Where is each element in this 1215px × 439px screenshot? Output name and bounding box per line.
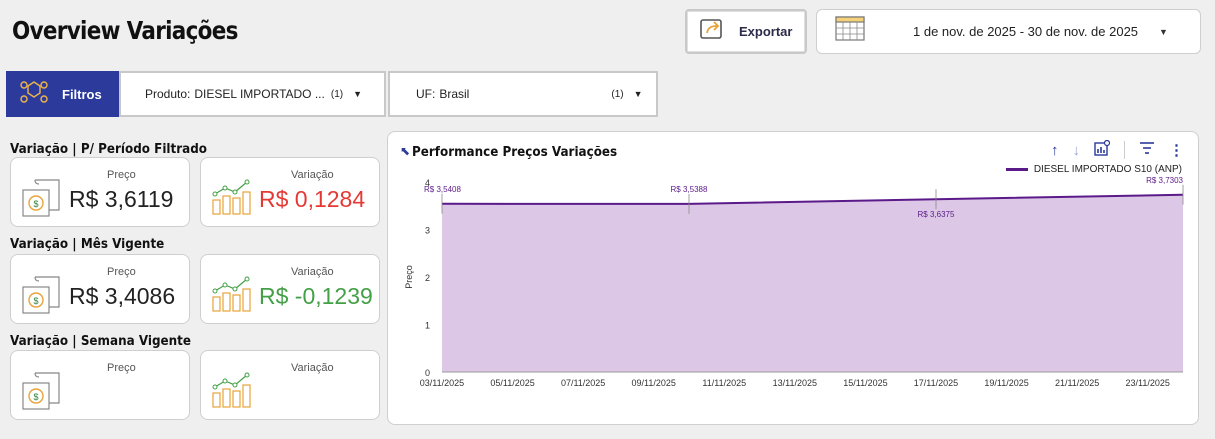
kpi-label: Preço <box>107 362 136 374</box>
kpi-card-price-periodo: $ Preço R$ 3,6119 <box>10 157 190 227</box>
export-button[interactable]: Exportar <box>685 9 807 54</box>
x-tick-label: 05/11/2025 <box>490 378 534 388</box>
produto-value: DIESEL IMPORTADO ... <box>194 87 325 101</box>
page-title: Overview Variações <box>12 16 238 45</box>
y-tick-label: 0 <box>425 368 430 378</box>
x-tick-label: 03/11/2025 <box>420 378 464 388</box>
bar-growth-icon <box>211 275 253 315</box>
x-tick-label: 15/11/2025 <box>843 378 887 388</box>
section-title-semana: Variação | Semana Vigente <box>10 334 191 349</box>
arrow-up-icon[interactable]: ↑ <box>1051 141 1059 159</box>
data-label: R$ 3,5388 <box>671 185 708 194</box>
chevron-down-icon: ▼ <box>1159 26 1168 37</box>
y-tick-label: 3 <box>425 226 430 236</box>
produto-label: Produto: <box>145 87 191 101</box>
produto-count: (1) <box>330 88 344 100</box>
performance-area-chart: 0 1 2 3 4 Preço 03/11/2025 05/11/2025 07/11/2025… <box>404 176 1184 388</box>
y-tick-label: 2 <box>425 273 430 283</box>
kpi-label: Preço <box>107 266 136 278</box>
section-title-mes: Variação | Mês Vigente <box>10 237 165 252</box>
receipt-icon: $ <box>21 275 63 315</box>
x-tick-label: 17/11/2025 <box>914 378 958 388</box>
produto-dropdown[interactable]: Produto: DIESEL IMPORTADO ... (1) ▼ <box>119 71 386 117</box>
x-tick-label: 09/11/2025 <box>632 378 676 388</box>
data-label: R$ 3,6375 <box>918 210 955 219</box>
kpi-variation-value: R$ -0,1239 <box>259 283 373 309</box>
receipt-icon: $ <box>21 178 63 218</box>
filters-label: Filtros <box>62 86 102 102</box>
data-label: R$ 3,5408 <box>424 185 461 194</box>
chevron-down-icon: ▼ <box>353 89 363 99</box>
arrow-down-icon[interactable]: ↓ <box>1072 141 1081 159</box>
chevron-down-icon: ▼ <box>633 89 643 99</box>
receipt-icon: $ <box>21 371 63 411</box>
x-tick-label: 13/11/2025 <box>773 378 817 388</box>
export-icon <box>699 17 725 46</box>
more-options-icon[interactable]: ⋮ <box>1169 142 1184 159</box>
x-tick-label: 11/11/2025 <box>702 378 746 388</box>
kpi-card-variation-periodo: Variação R$ 0,1284 <box>200 157 380 227</box>
x-tick-label: 19/11/2025 <box>984 378 1028 388</box>
calendar-icon <box>833 15 869 48</box>
chart-title: Performance Preços Variações <box>412 145 618 160</box>
kpi-value: R$ 3,6119 <box>69 186 174 212</box>
filter-network-icon <box>20 79 48 110</box>
kpi-card-price-mes: $ Preço R$ 3,4086 <box>10 254 190 324</box>
legend-label: DIESEL IMPORTADO S10 (ANP) <box>1033 164 1182 175</box>
kpi-label: Variação <box>291 266 334 278</box>
svg-text:$: $ <box>33 392 38 402</box>
filters-button[interactable]: Filtros <box>6 71 119 117</box>
export-label: Exportar <box>739 24 793 39</box>
kpi-card-variation-mes: Variação R$ -0,1239 <box>200 254 380 324</box>
svg-text:$: $ <box>33 199 38 209</box>
section-title-periodo: Variação | P/ Período Filtrado <box>10 142 207 157</box>
uf-count: (1) <box>611 88 624 100</box>
performance-chart-card: ⬉ Performance Preços Variações ↑ ↓ ⋮ DIE… <box>387 131 1199 425</box>
kpi-label: Preço <box>107 169 136 181</box>
chart-options-icon[interactable] <box>1094 139 1111 160</box>
date-range-picker[interactable]: 1 de nov. de 2025 - 30 de nov. de 2025 ▼ <box>816 9 1201 54</box>
kpi-card-price-semana: $ Preço <box>10 350 190 420</box>
uf-dropdown[interactable]: UF: Brasil (1) ▼ <box>388 71 658 117</box>
kpi-label: Variação <box>291 362 334 374</box>
chart-toolbar: ↑ ↓ ⋮ <box>1051 139 1184 160</box>
toolbar-divider <box>1124 141 1125 159</box>
filter-lines-icon[interactable] <box>1139 141 1155 159</box>
y-tick-label: 4 <box>425 178 430 188</box>
date-range-label: 1 de nov. de 2025 - 30 de nov. de 2025 <box>913 24 1139 39</box>
data-label: R$ 3,7303 <box>1146 176 1183 185</box>
bar-growth-icon <box>211 178 253 218</box>
kpi-label: Variação <box>291 169 334 181</box>
legend-swatch <box>1005 168 1028 171</box>
kpi-card-variation-semana: Variação <box>200 350 380 420</box>
x-tick-label: 23/11/2025 <box>1126 378 1170 388</box>
x-tick-label: 07/11/2025 <box>561 378 605 388</box>
series-line <box>441 193 1184 205</box>
drill-up-icon[interactable]: ⬉ <box>400 144 411 158</box>
y-axis-label: Preço <box>404 265 414 289</box>
svg-text:$: $ <box>33 296 38 306</box>
x-tick-label: 21/11/2025 <box>1055 378 1099 388</box>
uf-value: Brasil <box>439 87 470 101</box>
chart-legend: DIESEL IMPORTADO S10 (ANP) <box>1005 164 1182 175</box>
kpi-variation-value: R$ 0,1284 <box>259 186 366 212</box>
y-tick-label: 1 <box>425 321 430 331</box>
series-area <box>442 194 1183 372</box>
kpi-value: R$ 3,4086 <box>69 283 176 309</box>
uf-label: UF: <box>416 87 436 101</box>
bar-growth-icon <box>211 371 253 411</box>
